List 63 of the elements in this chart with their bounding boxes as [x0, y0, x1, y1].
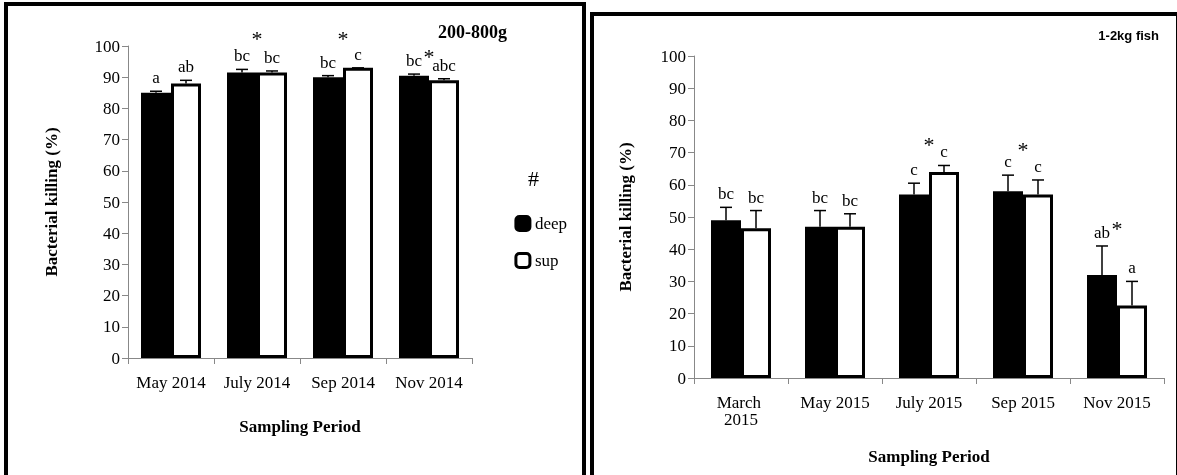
legend-title: #: [528, 165, 539, 191]
x-tick-label: May 2015: [800, 393, 870, 412]
annotation: *: [337, 25, 349, 51]
y-tick-label: 50: [103, 192, 120, 212]
data-label: bc: [319, 52, 337, 72]
legend-label: sup: [534, 251, 559, 270]
data-label: bc: [233, 46, 251, 66]
y-tick-label: 90: [103, 67, 120, 87]
x-axis-title: Sampling Period: [868, 447, 991, 466]
y-tick-label: 0: [677, 368, 686, 388]
annotation: *: [923, 131, 935, 157]
y-tick-label: 80: [103, 98, 120, 118]
annotation: *: [1111, 215, 1123, 241]
data-label: ab: [1093, 222, 1111, 242]
data-label: bc: [405, 51, 423, 71]
y-tick-label: 60: [669, 175, 686, 195]
y-tick-label: 20: [669, 304, 686, 324]
data-label: bc: [717, 184, 735, 204]
y-tick-label: 70: [103, 130, 120, 150]
data-label: c: [940, 142, 949, 162]
y-tick-label: 10: [103, 317, 120, 337]
data-label: a: [152, 68, 161, 88]
data-label: ab: [177, 57, 195, 77]
y-tick-label: 30: [669, 271, 686, 291]
data-label: c: [1004, 152, 1013, 172]
x-axis-title: Sampling Period: [239, 417, 362, 436]
data-label: bc: [747, 187, 765, 207]
data-label: c: [354, 44, 363, 64]
y-tick-label: 50: [669, 207, 686, 227]
y-tick-label: 0: [111, 348, 120, 368]
x-tick-label: Nov 2015: [1083, 393, 1151, 412]
x-tick-label: July 2014: [223, 373, 291, 392]
data-label: a: [1128, 258, 1137, 278]
data-label: c: [910, 160, 919, 180]
y-tick-label: 90: [669, 78, 686, 98]
x-tick-label: May 2014: [136, 373, 207, 392]
y-axis-title: Bacterial killing (%): [616, 142, 635, 292]
data-label: bc: [263, 47, 281, 67]
chart-title: 1-2kg fish: [1098, 28, 1160, 43]
data-label: bc: [811, 187, 829, 207]
y-tick-label: 60: [103, 161, 120, 181]
data-label: c: [1034, 156, 1043, 176]
y-tick-label: 40: [669, 239, 686, 259]
annotation: *: [1017, 136, 1029, 162]
x-tick-label: Nov 2014: [395, 373, 464, 392]
y-tick-label: 100: [94, 36, 120, 56]
y-axis-title: Bacterial killing (%): [42, 127, 61, 277]
x-tick-label: Sep 2014: [311, 373, 376, 392]
x-tick-label: Sep 2015: [991, 393, 1055, 412]
x-tick-label: March 2015: [716, 393, 766, 429]
y-tick-label: 100: [660, 46, 686, 66]
chart-title: 200-800g: [438, 22, 508, 42]
legend-label: deep: [534, 214, 567, 233]
y-tick-label: 20: [103, 286, 120, 306]
annotation: *: [251, 25, 263, 51]
x-tick-label: July 2015: [895, 393, 963, 412]
y-tick-label: 40: [103, 223, 120, 243]
y-tick-label: 30: [103, 254, 120, 274]
y-tick-label: 80: [669, 110, 686, 130]
y-tick-label: 10: [669, 336, 686, 356]
y-tick-label: 70: [669, 143, 686, 163]
data-label: abc: [432, 55, 457, 75]
data-label: bc: [841, 190, 859, 210]
